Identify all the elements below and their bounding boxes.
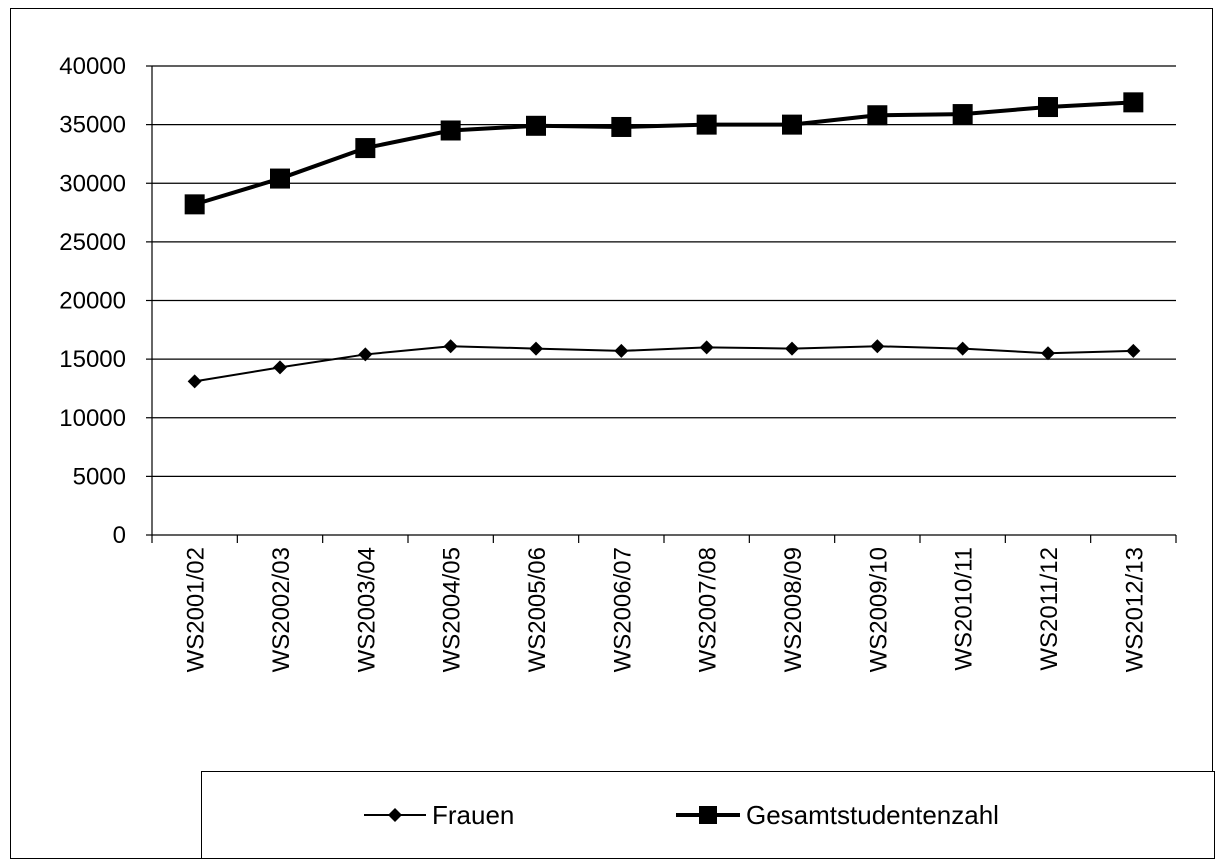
y-tick-label: 30000: [59, 170, 126, 197]
x-tick-label: WS2011/12: [1036, 547, 1063, 671]
y-tick-label: 5000: [73, 463, 126, 490]
data-point-square: [355, 138, 376, 159]
x-tick-label: WS2010/11: [951, 547, 978, 671]
data-point-diamond: [699, 340, 714, 355]
series-line-frauen: [194, 345, 1134, 383]
y-tick-label: 40000: [59, 53, 126, 80]
x-tick-label: WS2007/08: [695, 547, 722, 672]
square-marker-icon: [676, 806, 740, 824]
x-tick-label: WS2008/09: [780, 547, 807, 672]
gridlines: [152, 65, 1176, 477]
legend-item-gesamt: Gesamtstudentenzahl: [676, 772, 999, 858]
legend-label-frauen: Frauen: [432, 799, 515, 830]
data-point-square: [696, 114, 717, 135]
x-tick-label: WS2009/10: [865, 547, 892, 672]
y-tick-label: 0: [113, 522, 126, 549]
legend: Frauen Gesamtstudentenzahl: [201, 771, 1215, 859]
diamond-marker-icon: [364, 808, 426, 822]
data-point-diamond: [955, 341, 970, 356]
data-point-square: [270, 168, 290, 189]
data-point-diamond: [529, 341, 543, 356]
data-point-square: [952, 104, 973, 125]
data-point-diamond: [358, 347, 373, 362]
data-point-square: [1123, 92, 1144, 113]
data-point-diamond: [614, 343, 629, 358]
data-point-square: [1038, 97, 1058, 118]
x-tick-label: WS2006/07: [609, 547, 636, 672]
data-point-diamond: [1041, 346, 1055, 361]
x-tick-label: WS2002/03: [268, 547, 295, 672]
x-tick-label: WS2012/13: [1121, 547, 1148, 672]
data-point-square: [611, 116, 632, 137]
data-point-diamond: [785, 341, 799, 356]
data-point-square: [184, 194, 205, 215]
legend-item-frauen: Frauen: [364, 772, 514, 858]
chart-frame: [10, 8, 1213, 859]
data-point-square: [526, 115, 546, 136]
y-tick-label: 25000: [59, 229, 126, 256]
series-layer: [184, 92, 1144, 389]
legend-label-gesamt: Gesamtstudentenzahl: [746, 799, 999, 830]
x-axis: WS2001/02 WS2002/03 WS2003/04 WS2004/05 WS20…: [151, 534, 1177, 672]
y-axis: 0 5000 10000 15000 20000 25000 30000 35000 40000: [59, 53, 153, 549]
data-point-diamond: [187, 374, 202, 389]
data-point-diamond: [443, 339, 458, 354]
data-point-diamond: [273, 360, 287, 375]
y-tick-label: 10000: [59, 405, 126, 432]
data-point-square: [782, 114, 802, 135]
y-tick-label: 20000: [59, 288, 126, 315]
x-tick-label: WS2003/04: [353, 547, 380, 672]
data-point-square: [440, 120, 461, 141]
y-tick-label: 35000: [59, 112, 126, 139]
series-line-gesamtstudentenzahl: [194, 100, 1134, 207]
data-point-square: [867, 105, 888, 126]
x-tick-label: WS2005/06: [524, 547, 551, 672]
x-tick-label: WS2001/02: [183, 547, 210, 672]
data-point-diamond: [1126, 343, 1141, 358]
y-tick-label: 15000: [59, 346, 126, 373]
x-tick-label: WS2004/05: [439, 547, 466, 672]
data-point-diamond: [870, 339, 885, 354]
